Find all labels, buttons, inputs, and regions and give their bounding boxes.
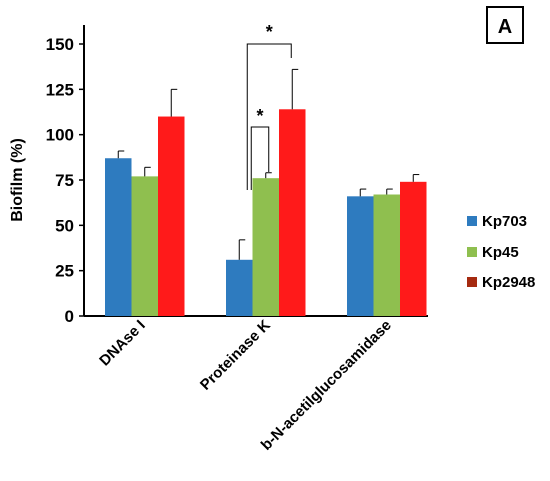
legend-swatch <box>467 216 477 226</box>
y-tick-label: 50 <box>55 216 74 235</box>
bar <box>158 116 185 317</box>
bar <box>279 109 306 316</box>
panel-label: A <box>498 16 512 38</box>
bar <box>373 194 400 316</box>
legend-swatch <box>467 247 477 257</box>
category-label: DNAse I <box>96 317 149 370</box>
panel-label-box <box>486 6 524 44</box>
bar <box>400 181 427 316</box>
y-tick-label: 125 <box>46 80 74 99</box>
y-tick-label: 75 <box>55 171 74 190</box>
bar <box>347 196 374 316</box>
bar <box>105 158 132 316</box>
y-tick-label: 0 <box>65 307 74 326</box>
legend-label: Kp2948 <box>482 274 535 291</box>
legend-label: Kp703 <box>482 213 527 230</box>
significance-star: * <box>266 22 273 42</box>
significance-bracket <box>250 126 270 190</box>
bar <box>131 176 158 316</box>
significance-bracket <box>246 43 292 190</box>
category-label: Proteinase K <box>197 317 274 394</box>
y-tick-label: 150 <box>46 35 74 54</box>
bar <box>226 259 253 316</box>
y-axis-label: Biofilm (%) <box>9 138 26 222</box>
y-tick-label: 100 <box>46 126 74 145</box>
bar <box>252 178 279 316</box>
category-label: b-N-acetilglucosamidase <box>258 317 395 454</box>
y-tick-label: 25 <box>55 262 74 281</box>
legend-label: Kp45 <box>482 244 519 261</box>
legend-swatch <box>467 277 477 287</box>
significance-star: * <box>256 106 263 126</box>
